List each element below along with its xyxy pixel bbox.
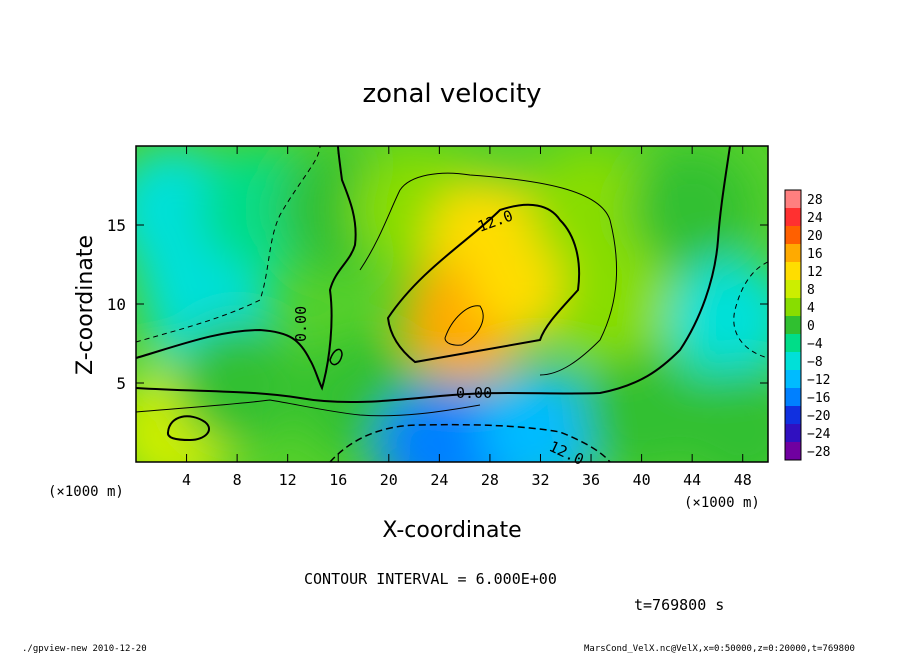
colorbar-label: 16 (807, 247, 823, 262)
colorbar-cell (785, 370, 801, 388)
contour-interval-text: CONTOUR INTERVAL = 6.000E+00 (304, 570, 557, 588)
x-axis: 4 8 12 16 20 24 28 32 36 40 44 48 (182, 146, 752, 489)
contour-6-thin (359, 172, 618, 376)
colorbar-label: 24 (807, 211, 823, 226)
contour-zero-upper (136, 146, 357, 391)
colorbar-cell (785, 280, 801, 298)
x-tick-label: 24 (430, 471, 448, 489)
x-tick-label: 8 (233, 471, 242, 489)
contour-neg6-left (136, 146, 321, 343)
colorbar-cell (785, 316, 801, 334)
chart-title: zonal velocity (362, 79, 541, 109)
colorbar-cell (785, 424, 801, 442)
colorbar-label: −4 (807, 337, 823, 352)
contour-6-thin-lower (136, 399, 481, 417)
colorbar-label: −16 (807, 391, 830, 406)
colorbar-label: −12 (807, 373, 830, 388)
x-tick-label: 48 (734, 471, 752, 489)
colorbar-cell (785, 388, 801, 406)
y-tick-label: 15 (107, 216, 126, 235)
y-axis: 5 10 15 (107, 216, 768, 393)
colorbar-cell (785, 298, 801, 316)
colorbar-label: 4 (807, 301, 815, 316)
y-tick-label: 5 (116, 374, 126, 393)
field-sample (554, 242, 679, 366)
field-sample (579, 352, 704, 462)
x-tick-label: 16 (329, 471, 347, 489)
y-tick-label: 10 (107, 295, 126, 314)
footer-right: MarsCond_VelX.nc@VelX,x=0:50000,z=0:2000… (584, 644, 855, 654)
contour-label: 0.00 (456, 384, 492, 402)
x-tick-label: 28 (481, 471, 499, 489)
colorbar-label: 8 (807, 283, 815, 298)
field-sample (668, 257, 768, 382)
x-tick-label: 36 (582, 471, 600, 489)
field-sample (529, 147, 654, 272)
contour-neg12 (329, 423, 611, 462)
field-sample (478, 368, 603, 462)
time-label: t=769800 s (634, 596, 724, 614)
contour-zero-main (136, 146, 731, 404)
colorbar-label: −20 (807, 409, 830, 424)
colorbar-label: −8 (807, 355, 823, 370)
contour-label: 0.00 (292, 306, 310, 342)
field-sample (630, 147, 755, 272)
colorbar-cell (785, 352, 801, 370)
colorbar-frame (784, 189, 802, 461)
contour-zero-small (329, 348, 343, 366)
contour-neg6-right (733, 261, 768, 359)
contour-zero-left-blob (166, 415, 210, 442)
colorbar-cell (785, 334, 801, 352)
colorbar-label: −28 (807, 445, 830, 460)
colorbar-label: 0 (807, 319, 815, 334)
colorbar-cell (785, 262, 801, 280)
colorbar-cell (785, 406, 801, 424)
footer-left: ./gpview-new 2010-12-20 (22, 644, 147, 654)
x-tick-label: 40 (633, 471, 651, 489)
x-tick-label: 44 (683, 471, 701, 489)
contour-18 (444, 305, 484, 346)
colorbar-cell (785, 244, 801, 262)
colorbar-label: −24 (807, 427, 831, 442)
contour-lines (136, 146, 768, 462)
colorbar-label: 12 (807, 265, 823, 280)
x-tick-label: 4 (182, 471, 191, 489)
colorbar-label: 28 (807, 193, 823, 208)
colorbar-label: 20 (807, 229, 823, 244)
field-sample (175, 321, 300, 445)
colorbar: 28 24 20 16 12 8 4 0 −4 −8 −12 −16 −20 −24 −28 (784, 189, 831, 461)
x-axis-label: X-coordinate (382, 518, 521, 543)
colorbar-cell (785, 190, 801, 208)
field-sample (680, 368, 768, 462)
y-axis-label: Z-coordinate (73, 235, 98, 375)
x-tick-label: 12 (279, 471, 297, 489)
x-tick-label: 32 (531, 471, 549, 489)
x-unit-label-right: (×1000 m) (684, 495, 760, 511)
colorbar-cell (785, 208, 801, 226)
x-unit-label-left: (×1000 m) (48, 484, 124, 500)
colorbar-cell (785, 442, 801, 460)
contour-12-positive (386, 203, 581, 364)
heatmap-field (136, 146, 768, 462)
x-tick-label: 20 (380, 471, 398, 489)
colorbar-cell (785, 226, 801, 244)
